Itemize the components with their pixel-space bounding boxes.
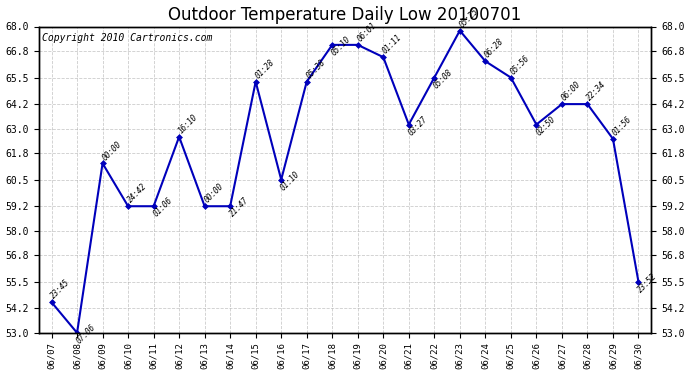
Text: 00:00: 00:00 xyxy=(202,182,225,205)
Title: Outdoor Temperature Daily Low 20100701: Outdoor Temperature Daily Low 20100701 xyxy=(168,6,522,24)
Text: 02:50: 02:50 xyxy=(534,114,557,137)
Text: 05:08: 05:08 xyxy=(432,68,455,90)
Text: 22:34: 22:34 xyxy=(585,80,608,103)
Text: 05:38: 05:38 xyxy=(304,58,327,80)
Text: Copyright 2010 Cartronics.com: Copyright 2010 Cartronics.com xyxy=(42,33,213,43)
Text: 05:25: 05:25 xyxy=(457,6,480,29)
Text: 01:11: 01:11 xyxy=(381,33,404,56)
Text: 06:01: 06:01 xyxy=(355,21,378,44)
Text: 05:56: 05:56 xyxy=(509,54,531,76)
Text: 05:10: 05:10 xyxy=(330,35,353,57)
Text: 06:00: 06:00 xyxy=(560,80,582,103)
Text: 21:47: 21:47 xyxy=(228,196,250,219)
Text: 23:52: 23:52 xyxy=(636,272,659,294)
Text: 01:28: 01:28 xyxy=(253,58,276,80)
Text: 07:06: 07:06 xyxy=(75,322,97,345)
Text: 03:27: 03:27 xyxy=(406,114,429,137)
Text: 06:28: 06:28 xyxy=(483,37,506,60)
Text: 01:10: 01:10 xyxy=(279,170,302,192)
Text: 24:42: 24:42 xyxy=(126,182,148,205)
Text: 23:45: 23:45 xyxy=(50,278,72,301)
Text: 01:56: 01:56 xyxy=(611,115,633,138)
Text: 00:00: 00:00 xyxy=(101,139,123,162)
Text: 01:06: 01:06 xyxy=(151,196,174,219)
Text: 16:10: 16:10 xyxy=(177,113,199,135)
